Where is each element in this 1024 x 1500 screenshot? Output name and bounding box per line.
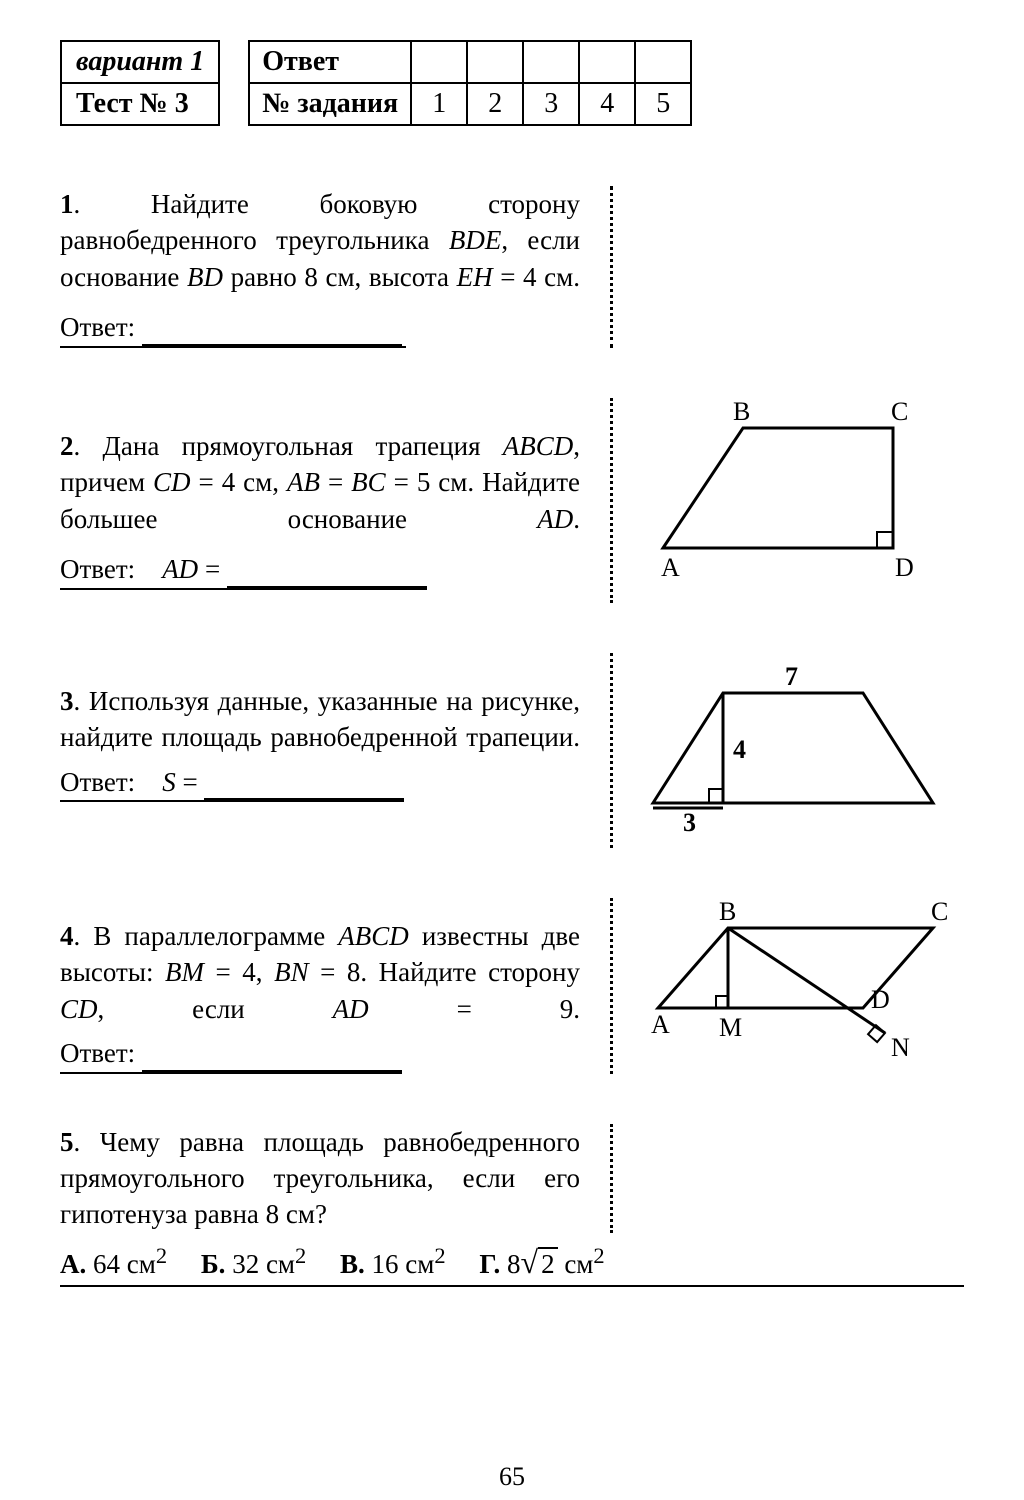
label-top: 7 <box>785 662 798 691</box>
label-bottom-seg: 3 <box>683 808 696 837</box>
answer-blank[interactable] <box>142 1042 402 1072</box>
label-N: N <box>891 1033 910 1062</box>
problem-1-text: 1. Найдите боковую сторону равнобедренно… <box>60 186 600 348</box>
answer-var: S <box>162 767 176 797</box>
divider <box>610 898 613 1074</box>
problem-4-text: 4. В параллелограмме ABCD известны две в… <box>60 898 600 1074</box>
isosceles-trapezoid-figure: 7 4 3 <box>633 653 943 843</box>
label-M: M <box>719 1013 742 1042</box>
label-B: B <box>733 397 750 426</box>
problem-1: 1. Найдите боковую сторону равнобедренно… <box>60 186 964 348</box>
answer-cell[interactable] <box>579 41 635 83</box>
choice-C-value: 16 см <box>372 1249 435 1279</box>
answer-cell[interactable] <box>467 41 523 83</box>
label-D: D <box>895 553 914 582</box>
choice-D-label: Г. <box>479 1249 500 1279</box>
problem-2: 2. Дана прямоугольная трапеция ABCD, при… <box>60 398 964 603</box>
answer-row-label: Ответ <box>249 41 411 83</box>
answer-label: Ответ: <box>60 312 135 342</box>
divider <box>610 653 613 848</box>
answer-cell[interactable] <box>635 41 691 83</box>
choice-A-value: 64 см <box>93 1249 156 1279</box>
label-C: C <box>891 397 908 426</box>
label-D: D <box>871 985 890 1014</box>
trapezoid-figure: A B C D <box>633 398 933 598</box>
parallelogram-figure: A B C D M N <box>633 898 953 1068</box>
choice-D-unit: см <box>558 1249 594 1279</box>
problem-1-figure <box>633 186 964 348</box>
problem-number: 1 <box>60 189 74 219</box>
choice-A-label: А. <box>60 1249 86 1279</box>
choice-B-label: Б. <box>201 1249 226 1279</box>
answer-label: Ответ: <box>60 554 135 584</box>
label-height: 4 <box>733 735 746 764</box>
choice-B-value: 32 см <box>232 1249 295 1279</box>
answer-label: Ответ: <box>60 767 135 797</box>
problem-number: 3 <box>60 686 74 716</box>
problem-4-figure: A B C D M N <box>633 898 964 1074</box>
problem-3: 3. Используя данные, указанные на рисунк… <box>60 653 964 848</box>
answer-table: Ответ № задания 1 2 3 4 5 <box>248 40 692 126</box>
variant-label: вариант 1 <box>61 41 219 83</box>
task-no-row-label: № задания <box>249 83 411 125</box>
problem-number: 4 <box>60 921 74 951</box>
problem-2-text: 2. Дана прямоугольная трапеция ABCD, при… <box>60 398 600 603</box>
problem-2-figure: A B C D <box>633 398 964 603</box>
divider <box>610 398 613 603</box>
task-no-cell: 2 <box>467 83 523 125</box>
page-number: 65 <box>0 1462 1024 1492</box>
divider <box>610 186 613 348</box>
problem-3-figure: 7 4 3 <box>633 653 964 848</box>
choice-C-label: В. <box>340 1249 365 1279</box>
answer-label: Ответ: <box>60 1038 135 1068</box>
divider <box>610 1124 613 1233</box>
problem-5-choices: А. 64 см2 Б. 32 см2 В. 16 см2 Г. 8√2 см2 <box>60 1243 964 1287</box>
test-label: Тест № 3 <box>61 83 219 125</box>
problem-4: 4. В параллелограмме ABCD известны две в… <box>60 898 964 1074</box>
answer-var: AD <box>162 554 198 584</box>
task-no-cell: 3 <box>523 83 579 125</box>
label-C: C <box>931 897 948 926</box>
problem-number: 2 <box>60 431 74 461</box>
task-no-cell: 5 <box>635 83 691 125</box>
task-no-cell: 1 <box>411 83 467 125</box>
header-row: вариант 1 Тест № 3 Ответ № задания 1 2 3… <box>60 40 964 126</box>
answer-blank[interactable] <box>142 316 402 346</box>
choice-D-coeff: 8 <box>507 1249 521 1279</box>
problem-number: 5 <box>60 1127 74 1157</box>
answer-cell[interactable] <box>411 41 467 83</box>
answer-blank[interactable] <box>204 770 404 800</box>
variant-table: вариант 1 Тест № 3 <box>60 40 220 126</box>
label-A: A <box>651 1010 670 1039</box>
task-no-cell: 4 <box>579 83 635 125</box>
label-B: B <box>719 897 736 926</box>
problem-5: 5. Чему равна площадь равнобедренного пр… <box>60 1124 964 1233</box>
choice-D-radicand: 2 <box>538 1247 558 1279</box>
problem-5-figure <box>633 1124 964 1233</box>
problem-5-text: 5. Чему равна площадь равнобедренного пр… <box>60 1124 600 1233</box>
answer-cell[interactable] <box>523 41 579 83</box>
label-A: A <box>661 553 680 582</box>
problem-3-text: 3. Используя данные, указанные на рисунк… <box>60 653 600 848</box>
answer-blank[interactable] <box>227 558 427 588</box>
